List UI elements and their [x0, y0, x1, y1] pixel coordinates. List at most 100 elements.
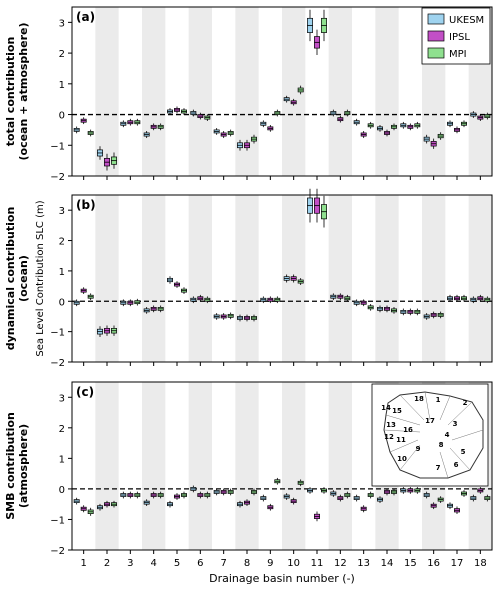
basin-map-label: 6 [454, 461, 459, 469]
x-tick-label: 14 [381, 558, 394, 569]
basin-band [95, 382, 119, 550]
basin-map-label: 7 [436, 464, 441, 472]
legend-swatch [427, 47, 445, 59]
x-tick-label: 13 [357, 558, 370, 569]
panel-1: −2 −1 0 1 2 3 (a) total contribution (ocean + at… [4, 6, 493, 183]
basin-map-label: 4 [445, 431, 450, 439]
basin-map-label: 2 [463, 399, 468, 407]
panel-ylabel: dynamical contribution [4, 207, 17, 351]
basin-band [142, 7, 166, 176]
y-tick-label: 2 [59, 237, 65, 248]
basin-map-label: 9 [416, 445, 421, 453]
basin-band [375, 195, 399, 362]
legend-swatch [427, 30, 445, 42]
basin-divider [385, 414, 421, 426]
basin-map-label: 17 [425, 417, 435, 425]
y-tick-label: −2 [50, 546, 65, 557]
panel-ylabel: total contribution [4, 37, 17, 147]
basin-divider [449, 447, 471, 471]
basin-map-label: 16 [403, 426, 413, 434]
panel-frame [71, 381, 493, 551]
basin-divider [439, 451, 449, 479]
panel-frame [71, 6, 493, 177]
x-tick-label: 7 [220, 558, 226, 569]
panel-2: −2 −1 0 1 2 3 (b) dynamical contribution (ocean) [4, 188, 493, 369]
legend: UKESM IPSL MPI [421, 7, 491, 65]
y-tick-label: 2 [59, 424, 65, 435]
y-tick-label: 0 [59, 111, 65, 122]
y-tick-label: −2 [50, 358, 65, 369]
x-tick-label: 3 [127, 558, 133, 569]
panel-ylabel: (ocean) [17, 255, 30, 302]
basin-band [422, 195, 446, 362]
y-tick-label: 1 [59, 267, 65, 278]
basin-map-label: 12 [384, 433, 394, 441]
basin-band [188, 382, 212, 550]
x-tick-label: 11 [311, 558, 324, 569]
panel-ylabel: (ocean + atmosphere) [17, 22, 30, 160]
y-tick-label: 1 [59, 80, 65, 91]
x-axis-label: Drainage basin number (-) [209, 572, 355, 585]
basin-map-label: 15 [392, 407, 402, 415]
basin-map-label: 8 [439, 441, 444, 449]
basin-band [188, 195, 212, 362]
y-tick-label: 0 [59, 297, 65, 308]
y-tick-label: 0 [59, 485, 65, 496]
basin-band [235, 195, 259, 362]
basin-divider [399, 444, 421, 471]
basin-divider [389, 439, 419, 453]
legend-label: IPSL [449, 32, 470, 43]
basin-band [328, 7, 352, 176]
basin-divider [399, 394, 425, 421]
basin-divider [383, 429, 421, 433]
basin-map-label: 5 [461, 448, 466, 456]
basin-band [142, 382, 166, 550]
panel-ylabel: (atmosphere) [17, 424, 30, 508]
basin-band [282, 382, 306, 550]
basin-band [95, 195, 119, 362]
basin-band [328, 195, 352, 362]
legend-label: MPI [449, 49, 467, 60]
panel-label: (b) [76, 198, 96, 212]
basin-band [282, 7, 306, 176]
y-tick-label: −1 [50, 515, 65, 526]
basin-map-label: 13 [386, 421, 396, 429]
basin-band [188, 7, 212, 176]
basin-band [468, 195, 492, 362]
x-tick-label: 16 [427, 558, 440, 569]
panel-label: (a) [76, 10, 95, 24]
y-tick-label: −1 [50, 141, 65, 152]
y-tick-label: 3 [59, 18, 65, 29]
basin-map-label: 14 [381, 404, 391, 412]
y-tick-label: −1 [50, 328, 65, 339]
basin-map-label: 10 [397, 455, 407, 463]
y-tick-label: 2 [59, 49, 65, 60]
basin-map-label: 1 [436, 396, 441, 404]
basin-band [142, 195, 166, 362]
legend-swatch [427, 13, 445, 25]
x-tick-label: 2 [104, 558, 110, 569]
x-tick-label: 5 [174, 558, 180, 569]
basin-divider [424, 391, 431, 421]
x-tick-label: 8 [244, 558, 250, 569]
basin-divider [451, 429, 484, 441]
y-tick-label: −2 [50, 172, 65, 183]
basin-band [375, 7, 399, 176]
basin-map-label: 18 [414, 395, 424, 403]
x-tick-label: 17 [451, 558, 464, 569]
panel-frame [71, 194, 493, 363]
y-tick-label: 3 [59, 393, 65, 404]
x-tick-label: 6 [197, 558, 203, 569]
basin-map-label: 11 [396, 436, 406, 444]
basin-map-label: 3 [453, 420, 458, 428]
panel-ylabel: SMB contribution [4, 412, 17, 520]
x-tick-label: 9 [267, 558, 273, 569]
basin-band [235, 382, 259, 550]
basin-divider [447, 401, 473, 426]
x-tick-label: 1 [80, 558, 86, 569]
x-tick-label: 10 [287, 558, 300, 569]
x-tick-label: 12 [334, 558, 347, 569]
x-tick-label: 4 [150, 558, 156, 569]
